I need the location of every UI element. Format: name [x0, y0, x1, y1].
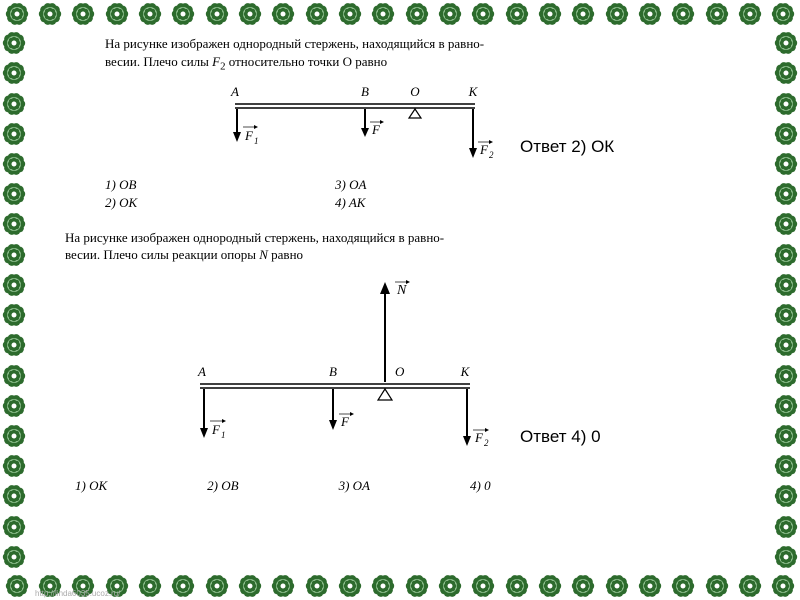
diagram1-svg: A B O K F 1 F F 2	[65, 82, 725, 172]
svg-text:A: A	[197, 364, 206, 379]
p2-opt1: 1) OK	[75, 478, 107, 494]
p2-opt2: 2) OB	[207, 478, 238, 494]
svg-text:1: 1	[221, 430, 226, 440]
problem1-diagram: A B O K F 1 F F 2 Ответ	[65, 82, 735, 172]
p1-opt2: 2) OK	[105, 195, 215, 211]
problem2-line2: весии. Плечо силы реакции опоры N равно	[65, 247, 303, 262]
svg-text:F: F	[474, 430, 484, 445]
svg-text:A: A	[230, 84, 239, 99]
svg-text:O: O	[395, 364, 405, 379]
problem2-text: На рисунке изображен однородный стержень…	[65, 229, 735, 264]
svg-text:F: F	[244, 128, 254, 143]
problem1-answer: Ответ 2) ОК	[520, 137, 614, 157]
watermark: http://linda6035.ucoz.ru/	[35, 589, 120, 598]
p1-opt1: 1) OB	[105, 177, 215, 193]
diagram2-svg: N A B O K F 1 F	[65, 272, 725, 472]
problem1-text: На рисунке изображен однородный стержень…	[105, 35, 735, 74]
p2-opt3: 3) OA	[339, 478, 370, 494]
problem1-line1: На рисунке изображен однородный стержень…	[105, 36, 484, 51]
svg-text:2: 2	[489, 150, 494, 160]
border-top	[0, 0, 800, 28]
problem1-line2: весии. Плечо силы F2 относительно точки …	[105, 54, 387, 69]
problem2-answer: Ответ 4) 0	[520, 427, 601, 447]
problem2-options: 1) OK 2) OB 3) OA 4) 0	[75, 478, 735, 494]
p1-opt3: 3) OA	[335, 177, 445, 193]
problem2-diagram: N A B O K F 1 F	[65, 272, 735, 472]
svg-text:F: F	[340, 414, 350, 429]
content-area: На рисунке изображен однородный стержень…	[35, 30, 765, 570]
border-left	[0, 28, 28, 572]
svg-text:F: F	[211, 422, 221, 437]
p2-opt4: 4) 0	[470, 478, 491, 494]
svg-text:2: 2	[484, 438, 489, 448]
svg-text:1: 1	[254, 136, 259, 146]
svg-text:K: K	[460, 364, 471, 379]
border-right	[772, 28, 800, 572]
svg-text:B: B	[361, 84, 369, 99]
problem2-line1: На рисунке изображен однородный стержень…	[65, 230, 444, 245]
svg-text:B: B	[329, 364, 337, 379]
problem1-options: 1) OB 3) OA 2) OK 4) AK	[105, 177, 445, 211]
svg-text:F: F	[479, 142, 489, 157]
svg-text:K: K	[468, 84, 479, 99]
p1-opt4: 4) AK	[335, 195, 445, 211]
svg-text:N: N	[396, 283, 407, 298]
svg-text:F: F	[371, 122, 381, 137]
svg-text:O: O	[410, 84, 420, 99]
